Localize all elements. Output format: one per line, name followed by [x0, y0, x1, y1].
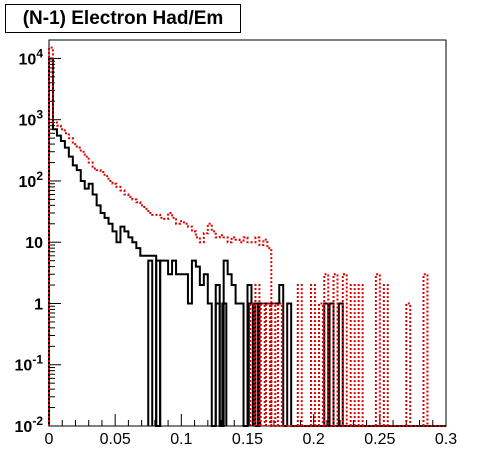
- x-tick-label: 0.1: [170, 431, 192, 448]
- histogram-spike-bin: [249, 302, 256, 426]
- y-tick-base: 10: [19, 113, 37, 130]
- histogram-spike-bin: [405, 302, 412, 426]
- histogram-spike-bin: [310, 284, 316, 426]
- y-tick-base: 10: [15, 419, 33, 436]
- histogram-spike-bin: [349, 284, 356, 426]
- histogram-spike-bin: [247, 302, 254, 426]
- x-tick-label: 0: [45, 431, 54, 448]
- y-tick-exponent: -2: [32, 414, 43, 428]
- histogram-spike-bin: [147, 259, 154, 426]
- histogram-spike-bin: [155, 259, 162, 426]
- histogram-spike-bin: [357, 284, 364, 426]
- y-tick-base: 10: [19, 174, 37, 191]
- y-tick-label: 1: [34, 296, 43, 313]
- y-tick-exponent: 2: [36, 169, 43, 183]
- histogram-spike-bin: [276, 302, 283, 426]
- y-tick-base: 10: [15, 358, 33, 375]
- histogram-spike-bin: [323, 273, 330, 426]
- histogram-spike-bin: [265, 302, 271, 426]
- histogram-spike-bin: [214, 284, 221, 426]
- y-tick-exponent: -1: [32, 353, 43, 367]
- y-tick-exponent: 4: [36, 46, 43, 60]
- histogram-spike-bin: [374, 273, 381, 426]
- histogram-spike-bin: [332, 273, 339, 426]
- histogram-spike-bin: [382, 284, 389, 426]
- x-tick-label: 0.05: [100, 431, 131, 448]
- histogram-series-1: [48, 57, 446, 427]
- histogram-spike-bin: [422, 273, 429, 426]
- x-tick-label: 0.3: [435, 431, 457, 448]
- histogram-spike-bin: [341, 273, 348, 426]
- y-tick-label: 102: [19, 169, 44, 191]
- y-tick-label: 10: [25, 235, 43, 252]
- y-tick-base: 10: [25, 235, 43, 252]
- y-tick-label: 10-2: [15, 414, 44, 436]
- histogram-spike-bin: [259, 302, 266, 426]
- y-tick-base: 1: [34, 296, 43, 313]
- histogram-spike-bin: [253, 302, 260, 426]
- x-tick-label: 0.2: [303, 431, 325, 448]
- x-tick-label: 0.25: [364, 431, 395, 448]
- histogram-spike-bin: [270, 302, 277, 426]
- chart-title: (N-1) Electron Had/Em: [5, 4, 241, 33]
- histogram-spike-bin: [221, 302, 228, 426]
- x-tick-label: 0.15: [232, 431, 263, 448]
- y-tick-base: 10: [19, 51, 37, 68]
- y-tick-label: 103: [19, 108, 44, 130]
- y-tick-label: 10-1: [15, 353, 44, 375]
- histogram-spike-bin: [296, 284, 303, 426]
- y-tick-exponent: 3: [36, 108, 43, 122]
- y-tick-label: 104: [19, 46, 44, 68]
- histogram-spike-bin: [317, 302, 324, 426]
